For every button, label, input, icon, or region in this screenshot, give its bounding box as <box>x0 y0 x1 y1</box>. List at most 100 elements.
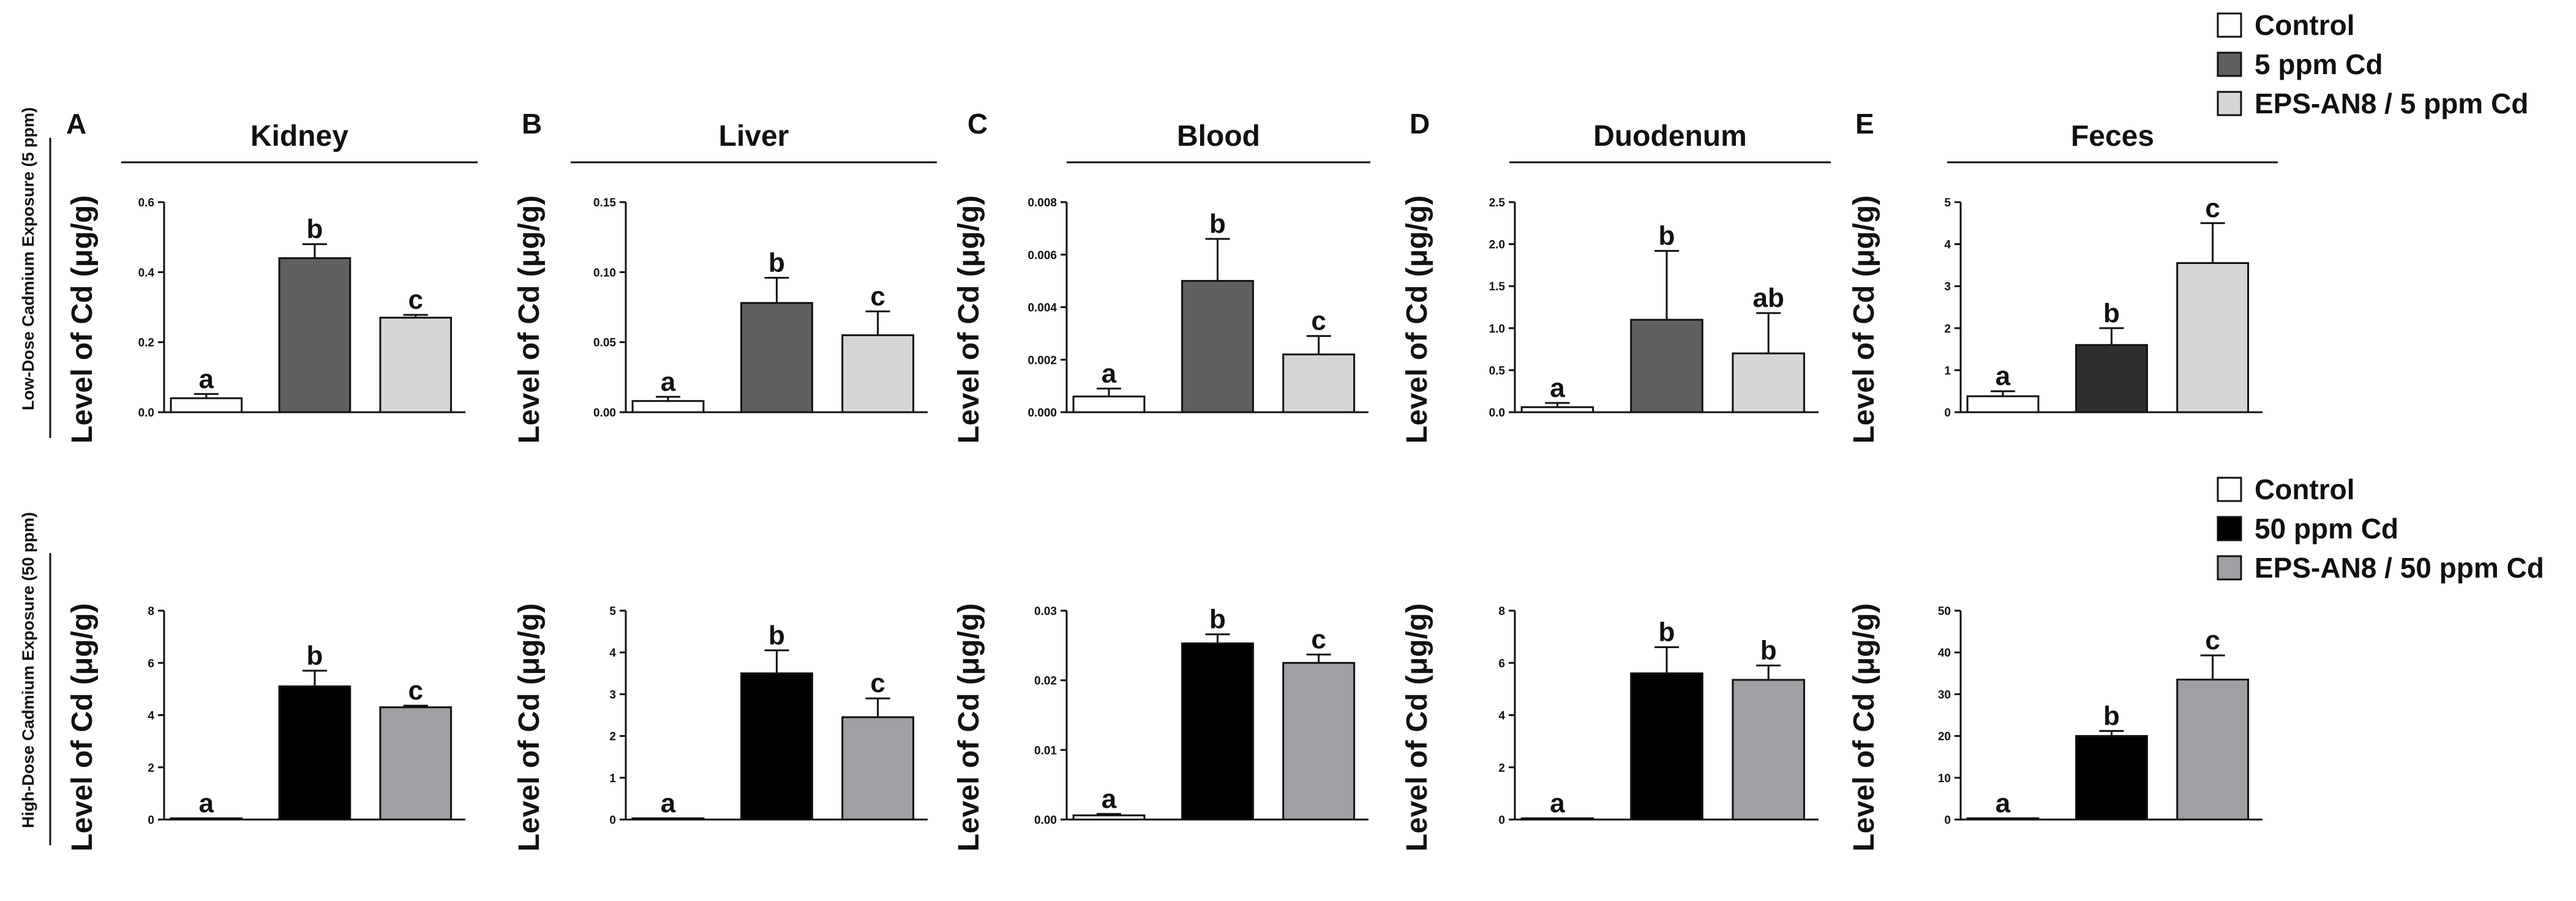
bar <box>1520 817 1594 821</box>
bar <box>1072 395 1146 413</box>
bar <box>2075 735 2148 821</box>
significance-letter: c <box>1311 306 1326 336</box>
y-axis-label: Level of Cd (μg/g) <box>1401 603 1433 851</box>
significance-letter: c <box>408 676 423 706</box>
y-tick-label: 3 <box>609 688 616 701</box>
chart-panel: Level of Cd (μg/g) 0 10 20 30 40 50 a b c <box>1848 603 2262 851</box>
bar <box>278 685 351 821</box>
y-tick-label: 0 <box>1944 814 1951 827</box>
y-tick-label: 0.006 <box>1027 249 1057 262</box>
y-tick-label: 2 <box>1944 323 1951 336</box>
y-tick-label: 0 <box>1944 407 1951 420</box>
y-tick-label: 50 <box>1938 605 1951 618</box>
significance-letter: b <box>1209 605 1226 635</box>
chart-panel: Level of Cd (μg/g) 0 1 2 3 4 5 a b c <box>513 603 928 851</box>
y-axis-label: Level of Cd (μg/g) <box>513 195 546 443</box>
legend-label: Control <box>2255 9 2355 41</box>
y-tick-label: 1.0 <box>1489 323 1505 336</box>
bar <box>1966 817 2040 821</box>
y-tick-label: 5 <box>609 605 616 618</box>
significance-letter: c <box>870 668 885 698</box>
y-tick-label: 2 <box>1498 762 1505 775</box>
chart-panel: Level of Cd (μg/g) 0.00 0.01 0.02 0.03 a b c <box>953 603 1369 851</box>
significance-letter: a <box>199 364 214 394</box>
y-tick-label: 0.5 <box>1489 364 1506 377</box>
panel-title: Kidney <box>250 120 348 153</box>
y-axis-label: Level of Cd (μg/g) <box>513 603 546 851</box>
y-tick-label: 2.5 <box>1489 197 1506 209</box>
y-tick-label: 4 <box>609 647 616 660</box>
significance-letter: b <box>1760 636 1777 666</box>
legend-swatch <box>2217 12 2242 38</box>
significance-letter: a <box>661 788 676 818</box>
panel-letter: E <box>1855 108 1874 140</box>
chart-panel: A Kidney Level of Cd (μg/g) 0.0 0.2 0.4 0.6 a b c <box>66 108 478 443</box>
panel-title: Feces <box>2071 120 2154 153</box>
row-label: High-Dose Cadmium Exposure (50 ppm) <box>19 512 37 828</box>
bar <box>2075 344 2148 413</box>
bar <box>1966 395 2040 413</box>
significance-letter: a <box>1102 784 1117 814</box>
y-axis-label: Level of Cd (μg/g) <box>1848 195 1880 443</box>
bar <box>278 257 351 413</box>
y-tick-label: 1 <box>609 772 616 785</box>
y-tick-label: 5 <box>1944 197 1951 209</box>
y-tick-label: 1.5 <box>1489 281 1506 293</box>
legend-label: Control <box>2255 473 2355 505</box>
y-axis-label: Level of Cd (μg/g) <box>953 603 985 851</box>
y-tick-label: 0 <box>609 814 616 827</box>
bar <box>2176 679 2250 821</box>
y-axis-label: Level of Cd (μg/g) <box>1401 195 1433 443</box>
y-axis-label: Level of Cd (μg/g) <box>66 603 99 851</box>
bar <box>631 817 705 821</box>
y-tick-label: 2.0 <box>1489 239 1505 252</box>
bar <box>740 672 813 821</box>
chart-panel: C Blood Level of Cd (μg/g) 0.000 0.002 0.004 0… <box>953 108 1370 443</box>
y-axis-label: Level of Cd (μg/g) <box>953 195 985 443</box>
y-tick-label: 4 <box>1498 710 1505 723</box>
significance-letter: a <box>1550 788 1565 818</box>
bar <box>1732 352 1805 413</box>
y-tick-label: 0 <box>1498 814 1505 827</box>
y-tick-label: 0.15 <box>593 197 616 209</box>
bar <box>1630 319 1703 413</box>
y-tick-label: 0.03 <box>1034 605 1057 618</box>
y-tick-label: 0.02 <box>1034 675 1057 688</box>
bar <box>1520 406 1594 413</box>
bar <box>1181 280 1254 413</box>
bar <box>1732 679 1805 821</box>
bar <box>379 317 452 413</box>
significance-letter: b <box>2103 298 2120 328</box>
bar <box>841 334 915 413</box>
panel-letter: A <box>66 108 86 140</box>
significance-letter: b <box>1209 209 1226 239</box>
y-tick-label: 20 <box>1938 731 1951 744</box>
chart-panel: E Feces Level of Cd (μg/g) 0 1 2 3 4 5 a b c <box>1848 108 2278 443</box>
significance-letter: c <box>408 285 423 315</box>
bar <box>1282 353 1356 413</box>
chart-panel: D Duodenum Level of Cd (μg/g) 0.0 0.5 1.0 1.5 2… <box>1401 108 1831 443</box>
y-tick-label: 0.0 <box>1489 407 1505 420</box>
chart-panel: Level of Cd (μg/g) 0 2 4 6 8 a b b <box>1401 603 1819 851</box>
panel-title: Liver <box>719 120 789 153</box>
legend-label: EPS-AN8 / 50 ppm Cd <box>2255 552 2544 584</box>
bar <box>841 716 915 821</box>
significance-letter: b <box>2103 701 2120 731</box>
significance-letter: a <box>661 367 676 397</box>
y-tick-label: 0.4 <box>138 266 155 279</box>
significance-letter: a <box>1996 361 2011 391</box>
panel-letter: D <box>1410 108 1430 140</box>
y-tick-label: 0.10 <box>593 266 616 279</box>
legend: Control 5 ppm Cd EPS-AN8 / 5 ppm Cd <box>2217 9 2528 119</box>
significance-letter: c <box>870 281 885 311</box>
y-tick-label: 0.00 <box>1034 814 1057 827</box>
y-tick-label: 0.05 <box>593 337 616 350</box>
y-axis-label: Level of Cd (μg/g) <box>1848 603 1880 851</box>
y-tick-label: 0.008 <box>1027 197 1057 209</box>
significance-letter: a <box>1550 373 1565 403</box>
legend: Control 50 ppm Cd EPS-AN8 / 50 ppm Cd <box>2217 473 2544 584</box>
bar <box>170 397 243 413</box>
chart-panel: B Liver Level of Cd (μg/g) 0.00 0.05 0.10 0.15… <box>513 108 937 443</box>
significance-letter: a <box>199 788 214 818</box>
